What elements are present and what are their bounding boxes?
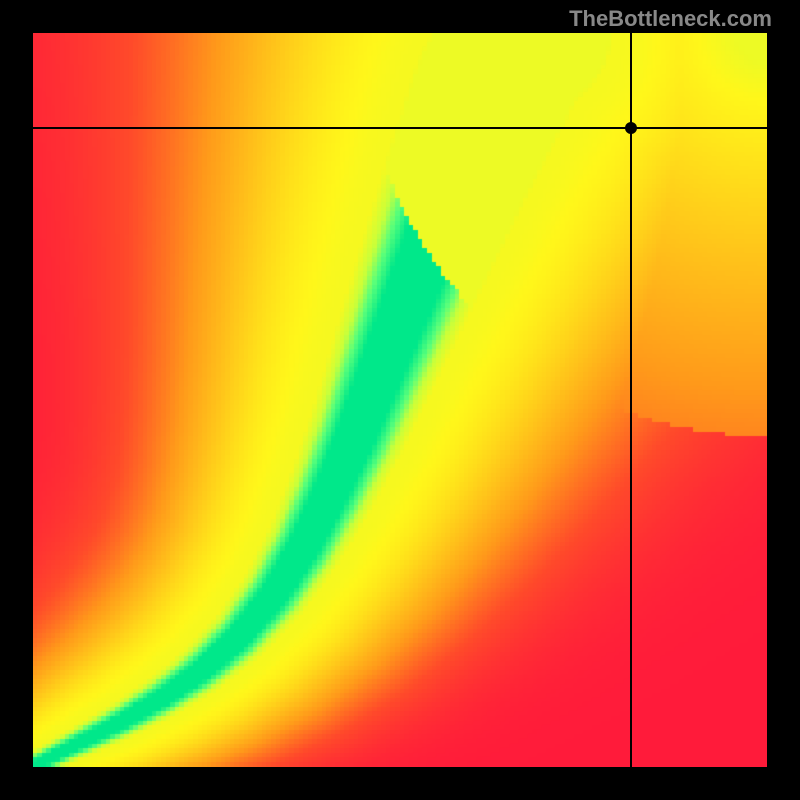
heatmap-canvas [33,33,767,767]
heatmap-plot [33,33,767,767]
crosshair-marker [625,122,637,134]
watermark-text: TheBottleneck.com [569,6,772,32]
crosshair-horizontal [33,127,767,129]
crosshair-vertical [630,33,632,767]
root: TheBottleneck.com [0,0,800,800]
